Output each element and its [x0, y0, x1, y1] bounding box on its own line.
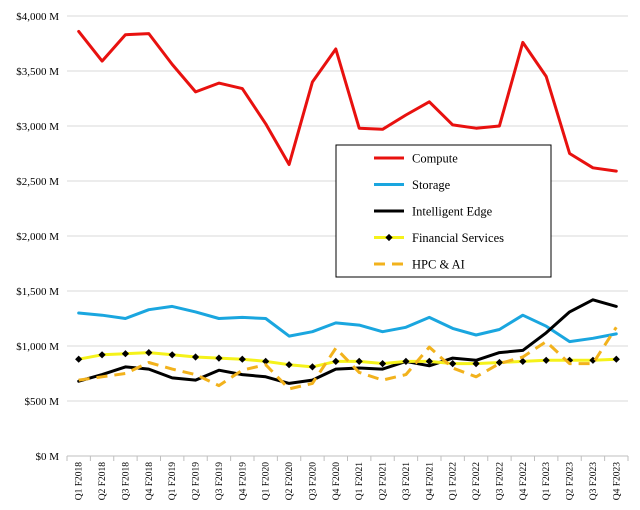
- x-tick-label: Q4 F2019: [238, 462, 248, 501]
- data-point-marker: [168, 351, 176, 359]
- y-tick-label: $3,000 M: [16, 121, 59, 133]
- x-axis-tick-labels: Q1 F2018 Q2 F2018 Q3 F2018 Q4 F2018 Q1 F2019…: [75, 462, 623, 501]
- y-tick-label: $0 M: [35, 451, 59, 463]
- data-point-marker: [449, 360, 457, 368]
- data-point-marker: [495, 358, 504, 367]
- x-tick-label: Q3 F2022: [495, 462, 505, 501]
- data-point-marker: [75, 355, 83, 363]
- data-point-marker: [425, 357, 433, 365]
- data-point-marker: [612, 355, 620, 363]
- data-point-marker: [472, 360, 480, 368]
- data-point-marker: [402, 357, 410, 365]
- x-tick-label: Q3 F2023: [589, 462, 599, 501]
- y-tick-label: $2,000 M: [16, 231, 59, 243]
- y-tick-label: $2,500 M: [16, 176, 59, 188]
- y-axis-tick-labels: $0 M $500 M $1,000 M $1,500 M $2,000 M $2,500…: [16, 11, 59, 463]
- x-tick-label: Q2 F2019: [192, 462, 202, 501]
- series-line-compute: [77, 29, 618, 173]
- x-tick-label: Q2 F2020: [285, 462, 295, 501]
- x-tick-label: Q4 F2021: [425, 462, 435, 501]
- x-tick-label: Q3 F2020: [308, 462, 318, 501]
- y-tick-label: $4,000 M: [16, 11, 59, 23]
- x-tick-label: Q2 F2021: [379, 462, 389, 501]
- y-tick-label: $1,500 M: [16, 286, 59, 298]
- x-tick-label: Q1 F2023: [542, 462, 552, 501]
- x-tick-label: Q4 F2018: [145, 462, 155, 501]
- x-tick-label: Q4 F2022: [519, 462, 529, 501]
- x-tick-label: Q1 F2018: [75, 462, 85, 501]
- y-tick-label: $1,000 M: [16, 341, 59, 353]
- data-point-marker: [378, 360, 387, 368]
- y-tick-label: $500 M: [24, 396, 59, 408]
- x-tick-label: Q2 F2022: [472, 462, 482, 501]
- x-tick-label: Q1 F2021: [355, 462, 365, 501]
- data-point-marker: [145, 349, 153, 357]
- legend-label-compute: Compute: [412, 152, 458, 166]
- legend-label-financial-services: Financial Services: [412, 231, 504, 245]
- legend: Compute Storage Intelligent Edge Financial …: [335, 144, 552, 278]
- data-point-marker: [191, 353, 200, 361]
- x-tick-label: Q3 F2018: [121, 462, 131, 501]
- series-line-hpc-ai: [78, 326, 618, 391]
- y-tick-label: $3,500 M: [16, 66, 59, 78]
- x-tick-label: Q1 F2020: [262, 462, 272, 501]
- series-line-intelligent-edge: [77, 298, 618, 385]
- x-tick-label: Q2 F2018: [98, 462, 108, 501]
- legend-label-storage: Storage: [412, 178, 451, 192]
- data-point-marker: [332, 357, 340, 365]
- x-tick-label: Q4 F2020: [332, 462, 342, 501]
- x-tick-label: Q3 F2019: [215, 462, 225, 501]
- legend-label-intelligent-edge: Intelligent Edge: [412, 205, 493, 219]
- legend-label-hpc-ai: HPC & AI: [412, 258, 465, 272]
- axes: [66, 455, 629, 461]
- data-point-marker: [215, 354, 223, 362]
- data-point-marker: [565, 356, 574, 364]
- x-tick-label: Q2 F2023: [566, 462, 576, 501]
- data-point-marker: [121, 350, 130, 358]
- legend-marker: [385, 233, 393, 242]
- data-point-marker: [519, 357, 527, 365]
- data-point-marker: [355, 357, 363, 365]
- data-point-marker: [285, 361, 293, 369]
- legend-box: [335, 144, 552, 278]
- data-point-marker: [308, 363, 317, 371]
- data-point-marker: [262, 357, 270, 365]
- series-line-storage: [77, 304, 618, 344]
- x-tick-label: Q4 F2023: [612, 462, 622, 501]
- data-point-marker: [542, 356, 550, 364]
- x-tick-label: Q1 F2019: [168, 462, 178, 501]
- data-point-marker: [238, 355, 246, 363]
- series-lines: [75, 29, 620, 391]
- data-point-marker: [98, 351, 106, 359]
- x-tick-label: Q1 F2022: [449, 462, 459, 501]
- x-tick-label: Q3 F2021: [402, 462, 412, 501]
